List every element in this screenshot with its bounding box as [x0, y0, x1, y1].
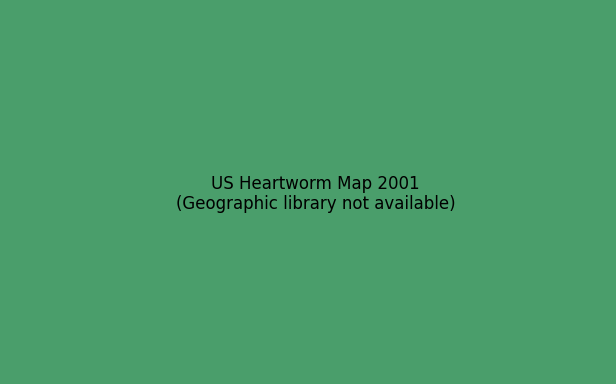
- Text: US Heartworm Map 2001
(Geographic library not available): US Heartworm Map 2001 (Geographic librar…: [176, 174, 455, 214]
